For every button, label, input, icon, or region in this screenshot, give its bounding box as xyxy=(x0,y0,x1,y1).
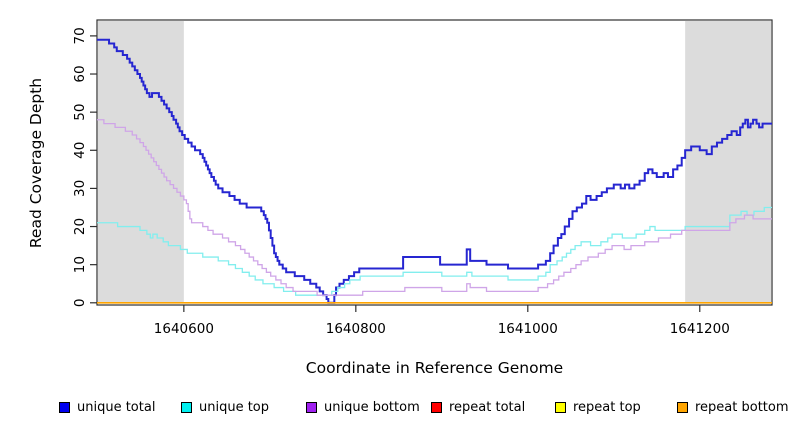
shaded-region xyxy=(685,20,772,303)
legend-swatch-repeat-top xyxy=(555,401,566,413)
x-axis-title: Coordinate in Reference Genome xyxy=(305,359,564,377)
series-line-unique-total xyxy=(97,38,772,304)
legend-label: unique total xyxy=(77,399,156,415)
legend-label: unique top xyxy=(199,399,270,415)
legend-label: repeat bottom xyxy=(695,399,789,415)
legend-item-unique-top: unique top xyxy=(181,399,269,415)
legend-swatch-repeat-bottom xyxy=(677,401,688,413)
legend-label: unique bottom xyxy=(324,399,420,415)
y-axis-tick-label: 50 xyxy=(72,104,88,121)
legend-item-repeat-total: repeat total xyxy=(431,399,525,415)
y-axis-tick-label: 40 xyxy=(72,142,88,159)
series-line-unique-bottom xyxy=(97,119,772,296)
x-axis-tick-label: 1641000 xyxy=(498,321,558,337)
x-axis-tick-label: 1640800 xyxy=(326,321,386,337)
y-axis-tick-label: 20 xyxy=(72,218,88,235)
x-axis-tick-label: 1641200 xyxy=(670,321,730,337)
legend-swatch-unique-top xyxy=(181,401,192,413)
y-axis-tick-label: 0 xyxy=(72,299,88,308)
y-axis-title: Read Coverage Depth xyxy=(27,77,45,249)
plot-box xyxy=(96,19,773,306)
legend-swatch-unique-total xyxy=(59,401,70,413)
legend-label: repeat top xyxy=(573,399,641,415)
legend-item-unique-total: unique total xyxy=(59,399,155,415)
legend-label: repeat total xyxy=(449,399,526,415)
plot-canvas: 0 10 20 30 40 50 60 70 1640600 1640800 1641000 1641… xyxy=(72,19,773,337)
y-axis-tick-label: 30 xyxy=(72,180,88,197)
legend-item-unique-bottom: unique bottom xyxy=(306,399,420,415)
y-axis-tick-label: 10 xyxy=(72,256,88,273)
y-axis-tick-label: 70 xyxy=(72,27,88,44)
legend-swatch-unique-bottom xyxy=(306,401,317,413)
series-line-unique-top xyxy=(97,206,772,296)
shaded-region xyxy=(97,20,184,303)
legend-item-repeat-bottom: repeat bottom xyxy=(677,399,789,415)
x-axis-tick-label: 1640600 xyxy=(154,321,214,337)
y-axis-tick-label: 60 xyxy=(72,65,88,82)
legend-item-repeat-top: repeat top xyxy=(555,399,641,415)
legend-swatch-repeat-total xyxy=(431,401,442,413)
